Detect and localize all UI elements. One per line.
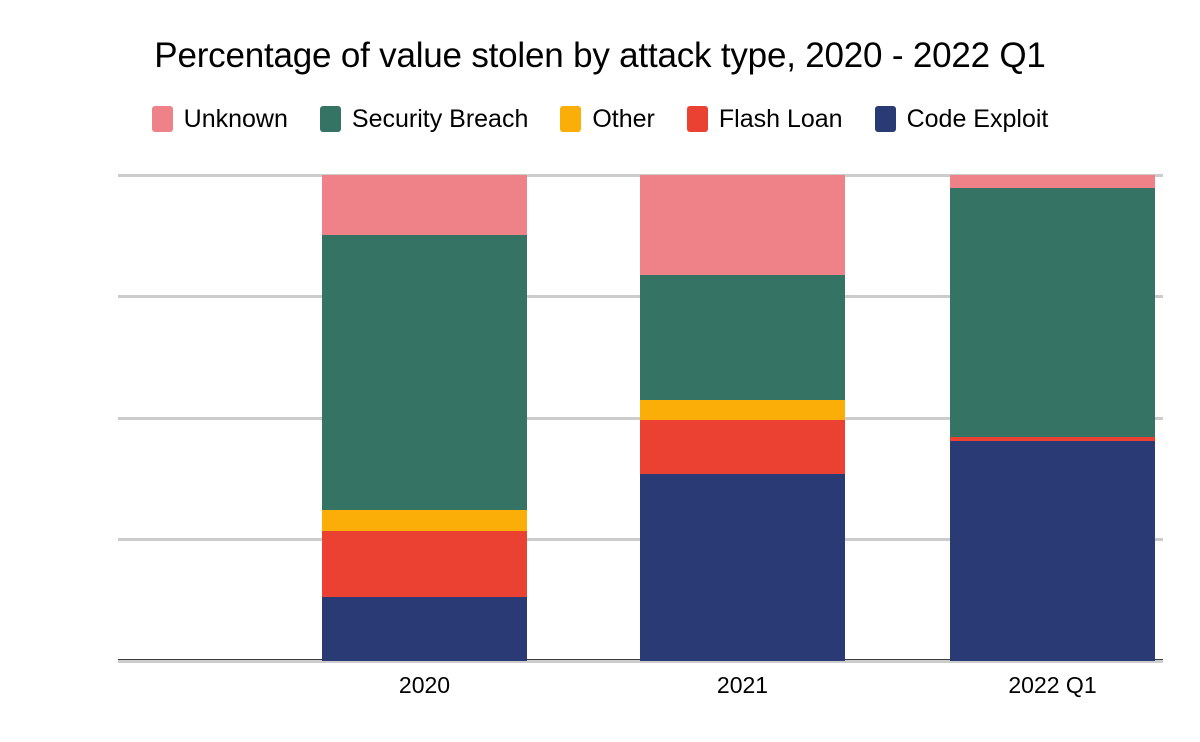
bar-segment-other[interactable] (322, 510, 527, 532)
bar-segment-code-exploit[interactable] (640, 474, 845, 661)
legend-swatch-icon (151, 106, 173, 132)
legend-swatch-icon (560, 106, 582, 132)
bar-segment-flash-loan[interactable] (640, 420, 845, 475)
legend-label: Other (592, 104, 655, 133)
bar-segment-unknown[interactable] (640, 175, 845, 276)
legend-label: Unknown (183, 104, 288, 133)
legend-swatch-icon (319, 106, 341, 132)
bar-segment-other[interactable] (640, 399, 845, 421)
legend-item-flash-loan[interactable]: Flash Loan (686, 104, 843, 133)
gridline (118, 659, 1163, 663)
x-tick-label: 2022 Q1 (1008, 672, 1097, 698)
chart-legend: Unknown Security Breach Other Flash Loan Cod… (0, 106, 1200, 132)
bar-2022-q1[interactable] (950, 175, 1155, 661)
bar-2020[interactable] (322, 175, 527, 661)
bar-segment-code-exploit[interactable] (950, 441, 1155, 661)
legend-label: Flash Loan (718, 104, 843, 133)
legend-item-code-exploit[interactable]: Code Exploit (874, 104, 1049, 133)
legend-label: Code Exploit (906, 104, 1049, 133)
gridline (118, 173, 1163, 177)
bar-segment-unknown[interactable] (322, 175, 527, 236)
x-tick-label: 2020 (398, 672, 451, 698)
bar-segment-flash-loan[interactable] (950, 437, 1155, 442)
legend-swatch-icon (874, 106, 896, 132)
legend-item-unknown[interactable]: Unknown (151, 104, 288, 133)
legend-swatch-icon (686, 106, 708, 132)
bar-segment-security-breach[interactable] (950, 188, 1155, 438)
bar-segment-code-exploit[interactable] (322, 597, 527, 661)
bar-2021[interactable] (640, 175, 845, 661)
x-tick-label: 2021 (716, 672, 769, 698)
legend-item-security-breach[interactable]: Security Breach (319, 104, 529, 133)
bar-segment-security-breach[interactable] (640, 275, 845, 400)
bar-segment-flash-loan[interactable] (322, 531, 527, 598)
legend-item-other[interactable]: Other (560, 106, 655, 132)
bar-segment-unknown[interactable] (950, 175, 1155, 189)
legend-label: Security Breach (351, 104, 529, 133)
chart-title: Percentage of value stolen by attack typ… (154, 36, 1046, 75)
plot-area (118, 173, 1163, 663)
bar-segment-security-breach[interactable] (322, 235, 527, 511)
